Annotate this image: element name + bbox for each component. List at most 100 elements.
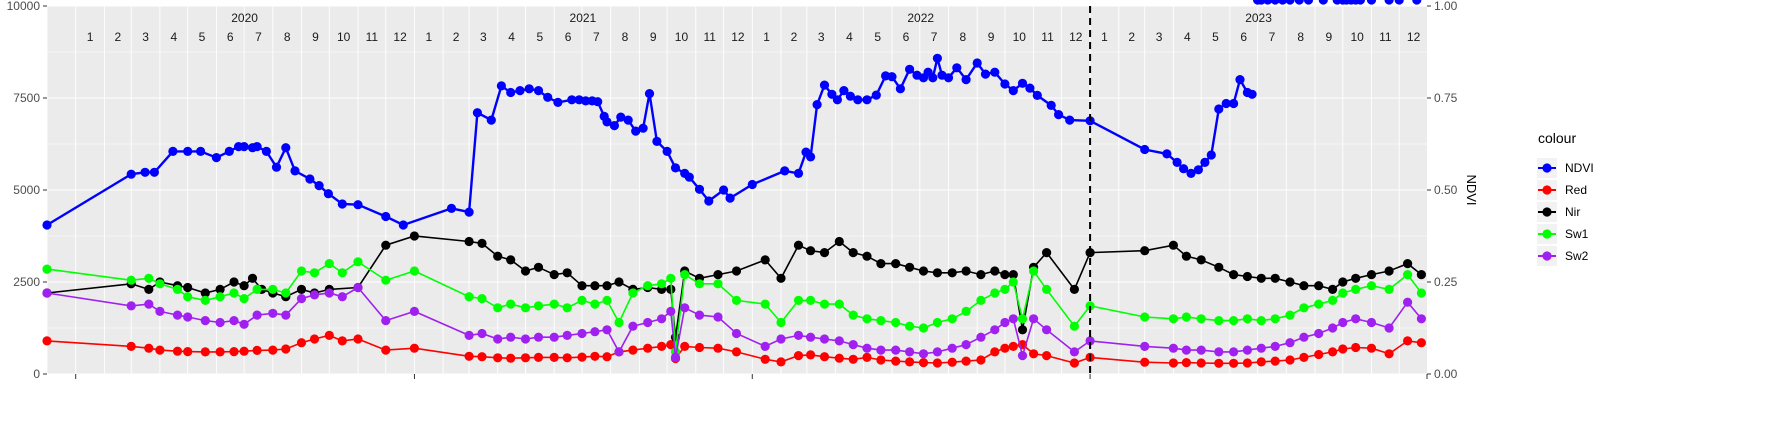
data-point-nir xyxy=(961,266,971,276)
data-point-red xyxy=(643,343,653,353)
data-point-red xyxy=(932,358,943,368)
data-point-ndvi xyxy=(1054,110,1064,120)
data-point-sw1 xyxy=(806,295,816,305)
data-point-sw2 xyxy=(819,334,830,344)
data-point-red xyxy=(493,353,503,363)
data-point-sw1 xyxy=(602,295,612,305)
data-point-nir xyxy=(533,262,544,272)
data-point-ndvi xyxy=(553,97,563,107)
data-point-ndvi xyxy=(1412,0,1422,5)
data-point-sw2 xyxy=(918,349,929,359)
month-label: 4 xyxy=(170,30,177,44)
data-point-red xyxy=(409,343,419,353)
legend-item-ndvi: NDVI xyxy=(1537,158,1594,178)
data-point-ndvi xyxy=(1285,0,1295,5)
data-point-nir xyxy=(1366,270,1377,280)
data-point-red xyxy=(793,351,804,361)
data-point-ndvi xyxy=(1032,90,1042,100)
data-point-nir xyxy=(1403,259,1413,269)
data-point-ndvi xyxy=(1162,149,1172,159)
month-label: 12 xyxy=(1407,30,1421,44)
data-point-sw2 xyxy=(643,317,653,328)
month-label: 4 xyxy=(1184,30,1191,44)
data-point-ndvi xyxy=(515,86,525,96)
data-point-sw1 xyxy=(793,295,804,305)
data-point-sw1 xyxy=(172,284,183,294)
data-point-ndvi xyxy=(126,169,136,179)
month-label: 1 xyxy=(763,30,770,44)
data-point-sw2 xyxy=(1338,317,1348,328)
data-point-ndvi xyxy=(183,146,193,156)
legend-item-sw2: Sw2 xyxy=(1537,246,1589,266)
data-point-sw2 xyxy=(961,340,971,350)
year-label: 2020 xyxy=(231,11,258,25)
data-point-ndvi xyxy=(567,95,577,105)
data-point-nir xyxy=(1314,281,1324,291)
month-label: 8 xyxy=(622,30,629,44)
data-point-sw2 xyxy=(281,310,291,320)
left-tick-label: 0 xyxy=(33,367,40,381)
data-point-sw2 xyxy=(353,282,363,293)
data-point-red xyxy=(1314,349,1324,360)
month-label: 2 xyxy=(1128,30,1135,44)
left-tick-label: 5000 xyxy=(13,183,40,197)
data-point-sw1 xyxy=(1000,284,1010,294)
data-point-sw2 xyxy=(657,314,667,324)
data-point-ndvi xyxy=(806,152,816,162)
data-point-ndvi xyxy=(1179,164,1189,174)
data-point-sw1 xyxy=(947,314,957,324)
data-point-sw1 xyxy=(1403,270,1413,280)
data-point-nir xyxy=(760,255,770,265)
data-point-red xyxy=(628,345,638,355)
month-label: 6 xyxy=(565,30,572,44)
data-point-sw2 xyxy=(1314,328,1324,339)
data-point-ndvi xyxy=(1263,0,1273,5)
data-point-nir xyxy=(848,248,858,258)
data-point-sw2 xyxy=(932,347,943,357)
month-label: 3 xyxy=(142,30,149,44)
data-point-sw1 xyxy=(42,264,52,274)
data-point-sw2 xyxy=(477,328,487,339)
data-point-ndvi xyxy=(261,146,271,156)
year-label: 2022 xyxy=(907,11,934,25)
data-point-sw1 xyxy=(464,292,474,302)
data-point-red xyxy=(891,356,901,366)
data-point-ndvi xyxy=(581,96,591,106)
data-point-nir xyxy=(602,281,612,291)
data-point-nir xyxy=(862,251,872,261)
data-point-sw2 xyxy=(172,310,183,320)
data-point-sw1 xyxy=(506,299,516,309)
data-point-ndvi xyxy=(670,163,681,173)
data-point-sw2 xyxy=(1299,332,1309,342)
data-point-sw2 xyxy=(590,327,600,337)
data-point-sw1 xyxy=(309,268,320,278)
data-point-nir xyxy=(1168,240,1178,250)
data-point-sw1 xyxy=(562,303,572,313)
data-point-ndvi xyxy=(887,72,897,82)
data-point-red xyxy=(590,351,600,361)
data-point-red xyxy=(252,345,262,355)
data-point-red xyxy=(1069,358,1079,368)
data-point-red xyxy=(680,341,690,351)
data-point-sw2 xyxy=(337,292,347,302)
data-point-sw2 xyxy=(1416,314,1426,324)
data-point-sw1 xyxy=(1214,316,1224,326)
data-point-red xyxy=(296,338,307,348)
data-point-ndvi xyxy=(871,90,881,100)
data-point-sw1 xyxy=(1384,284,1394,294)
data-point-red xyxy=(1140,357,1150,367)
data-point-nir xyxy=(1042,248,1052,258)
data-point-ndvi xyxy=(839,86,849,96)
data-point-sw2 xyxy=(1168,343,1178,353)
data-point-ndvi xyxy=(1193,165,1203,175)
data-point-ndvi xyxy=(845,91,856,101)
month-label: 5 xyxy=(1212,30,1219,44)
data-point-red xyxy=(1181,358,1191,368)
data-point-sw1 xyxy=(1338,288,1348,298)
data-point-sw2 xyxy=(1256,343,1266,353)
data-point-ndvi xyxy=(662,146,672,156)
data-point-sw2 xyxy=(309,290,320,300)
data-point-ndvi xyxy=(961,75,971,85)
data-point-sw1 xyxy=(577,295,587,305)
data-point-ndvi xyxy=(211,153,221,163)
